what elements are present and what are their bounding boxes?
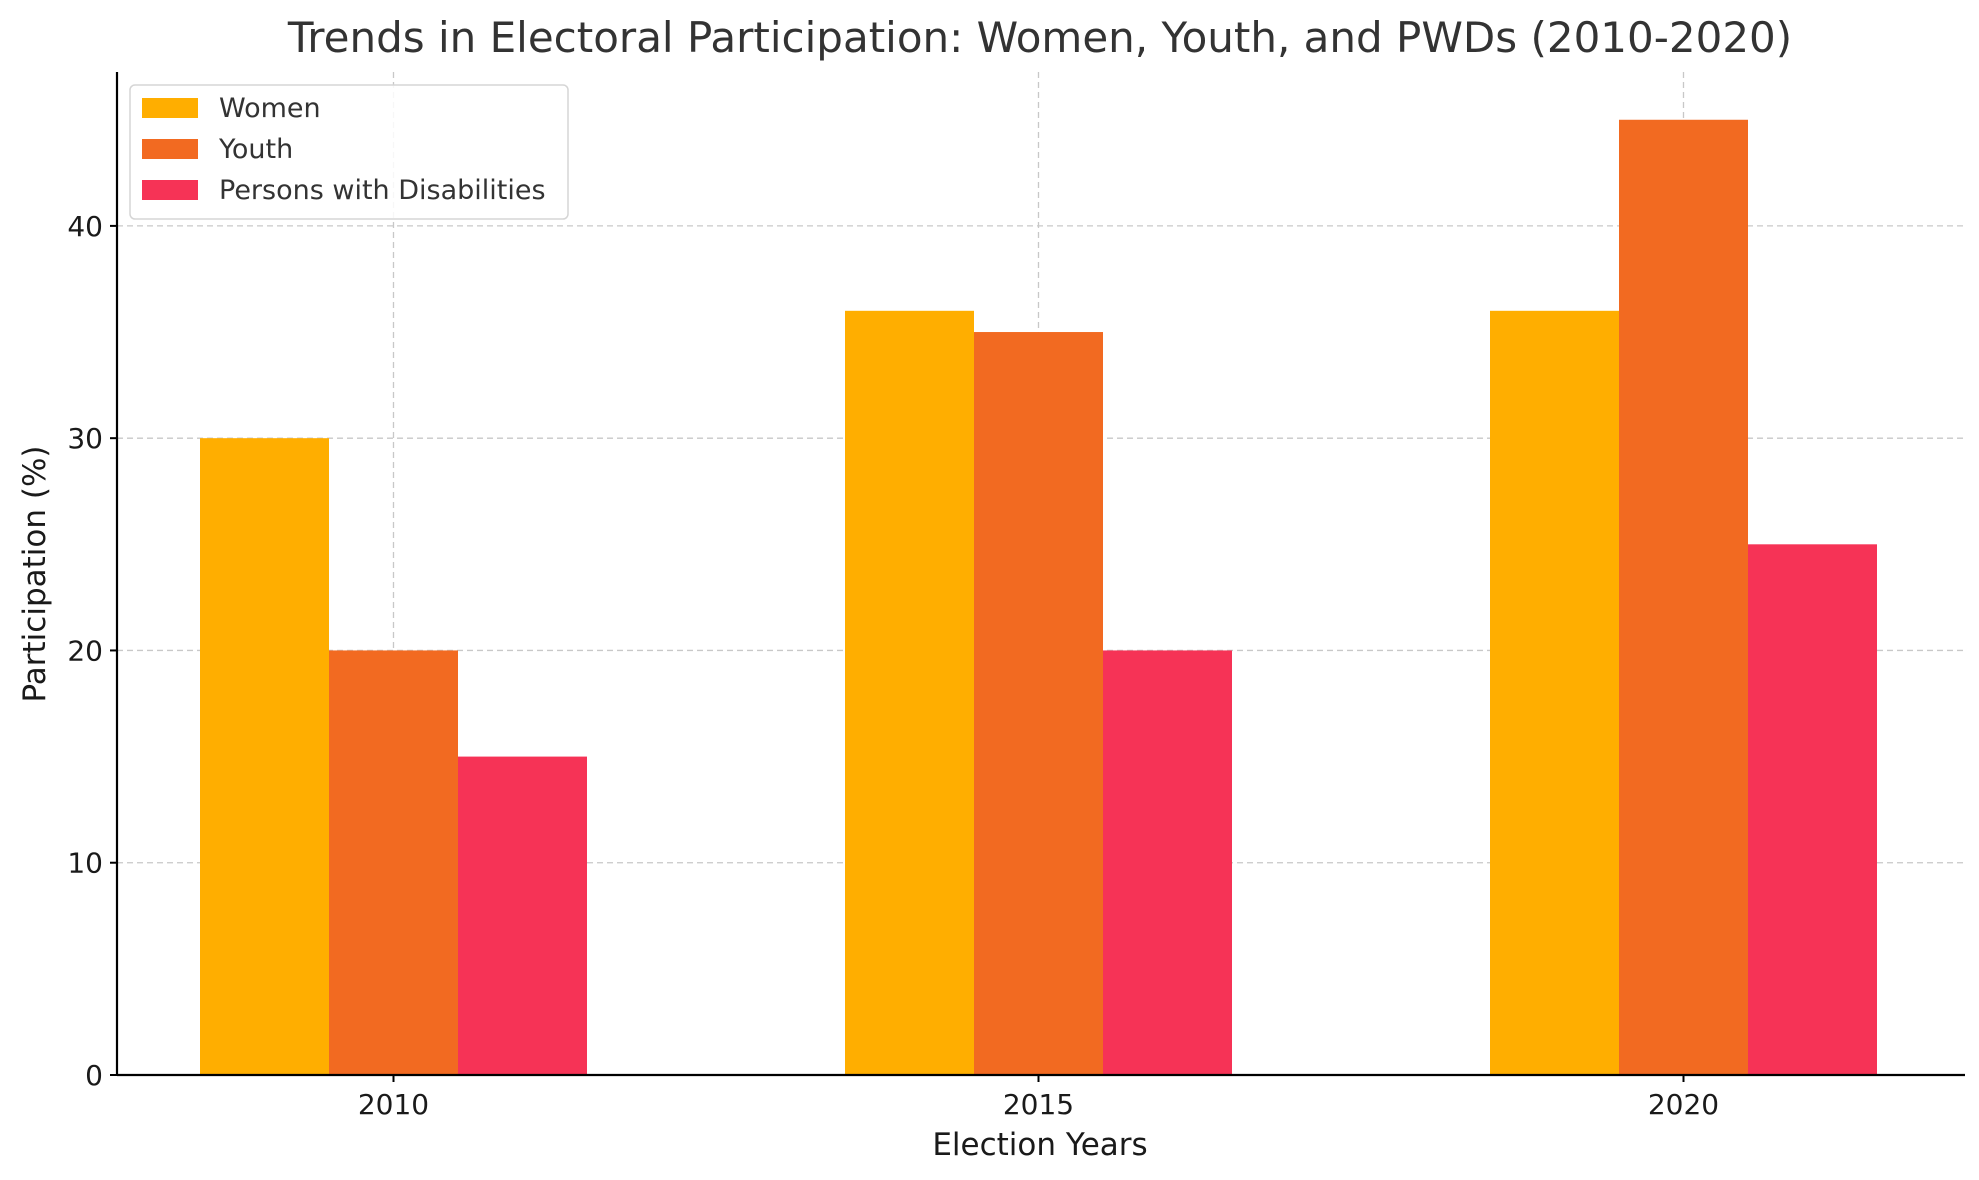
y-tick-label: 0 bbox=[85, 1059, 103, 1092]
bar-persons-with-disabilities-2010 bbox=[458, 756, 587, 1075]
tick-labels: 0 10 20 30 40 2010 2015 2020 bbox=[67, 210, 1719, 1121]
legend-label: Women bbox=[219, 93, 321, 124]
y-axis-label: Participation (%) bbox=[17, 445, 53, 702]
legend-frame bbox=[129, 84, 569, 220]
x-tick-label: 2020 bbox=[1648, 1088, 1719, 1121]
bar-persons-with-disabilities-2015 bbox=[1103, 650, 1232, 1075]
bars bbox=[200, 119, 1877, 1076]
bar-youth-2020 bbox=[1619, 119, 1748, 1075]
y-tick-label: 10 bbox=[67, 847, 103, 880]
bar-youth-2015 bbox=[974, 332, 1103, 1075]
legend-swatch bbox=[142, 180, 198, 200]
bar-youth-2010 bbox=[329, 650, 458, 1075]
legend-label: Youth bbox=[218, 134, 293, 165]
legend: Women Youth Persons with Disabilities bbox=[129, 84, 569, 220]
legend-swatch bbox=[142, 98, 198, 118]
bar-women-2020 bbox=[1490, 310, 1619, 1075]
y-tick-label: 20 bbox=[67, 634, 103, 667]
legend-swatch bbox=[142, 139, 198, 159]
bar-women-2010 bbox=[200, 438, 329, 1076]
bar-persons-with-disabilities-2020 bbox=[1748, 544, 1877, 1075]
axes bbox=[110, 72, 1965, 1082]
legend-label: Persons with Disabilities bbox=[219, 175, 546, 206]
x-tick-label: 2010 bbox=[358, 1088, 429, 1121]
y-tick-label: 30 bbox=[67, 422, 103, 455]
chart-title: Trends in Electoral Participation: Women… bbox=[287, 13, 1792, 62]
bar-women-2015 bbox=[845, 310, 974, 1075]
y-tick-label: 40 bbox=[67, 210, 103, 243]
x-axis-label: Election Years bbox=[932, 1127, 1147, 1163]
x-tick-label: 2015 bbox=[1003, 1088, 1074, 1121]
